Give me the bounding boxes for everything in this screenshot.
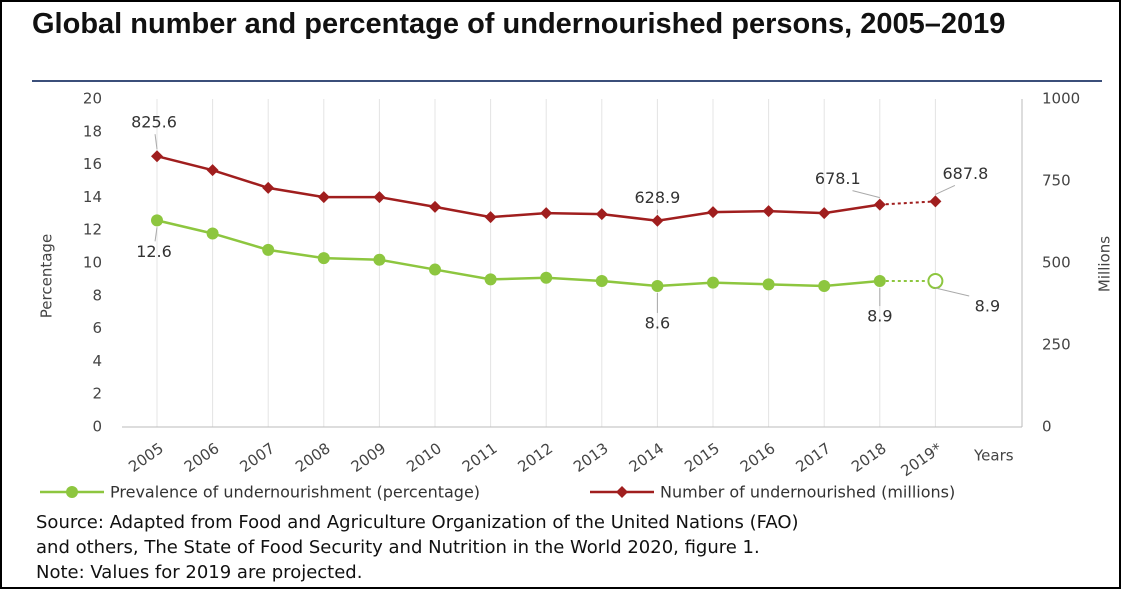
y2-axis-label: Millions	[1096, 236, 1114, 292]
y-tick-label: 10	[83, 254, 102, 272]
y-tick-label: 18	[83, 122, 102, 140]
x-tick-label: 2008	[292, 439, 334, 476]
y-tick-label: 4	[92, 352, 102, 370]
point	[927, 273, 944, 290]
point	[262, 243, 275, 256]
footnote: Note: Values for 2019 are projected.	[36, 562, 363, 583]
y2-tick-label: 1000	[1042, 90, 1080, 108]
point	[262, 181, 275, 194]
y-axis-label: Percentage	[38, 234, 56, 318]
point	[429, 200, 441, 213]
footnote: Source: Adapted from Food and Agricultur…	[36, 512, 799, 533]
y2-tick-label: 750	[1042, 172, 1071, 190]
point	[373, 253, 386, 266]
data-label: 8.6	[645, 313, 670, 332]
leader-line	[154, 227, 158, 242]
point	[651, 214, 664, 227]
point	[317, 191, 330, 204]
point	[373, 191, 386, 204]
point	[873, 275, 886, 288]
y-tick-label: 0	[92, 418, 102, 436]
data-label: 8.9	[975, 297, 1000, 316]
data-label: 628.9	[634, 188, 680, 207]
point	[540, 207, 553, 220]
y-tick-label: 2	[92, 385, 102, 403]
y-tick-label: 12	[83, 221, 102, 239]
point	[929, 195, 942, 208]
point	[762, 205, 775, 218]
leader-line	[852, 190, 880, 199]
point	[484, 273, 497, 286]
point	[595, 208, 608, 221]
data-label: 687.8	[942, 164, 988, 183]
y2-tick-label: 500	[1042, 254, 1071, 272]
data-label: 8.9	[867, 307, 892, 326]
point	[707, 276, 719, 289]
leader-line	[154, 134, 158, 150]
title-rule	[32, 80, 1102, 82]
y-tick-label: 14	[83, 188, 102, 206]
y-tick-label: 16	[83, 155, 102, 173]
footnote: and others, The State of Food Security a…	[36, 537, 760, 558]
y2-tick-label: 0	[1042, 418, 1052, 436]
x-tick-label: 2006	[181, 439, 223, 476]
point	[873, 198, 886, 211]
chart-title: Global number and percentage of undernou…	[32, 8, 1006, 40]
point	[151, 214, 163, 227]
y2-tick-label: 250	[1042, 336, 1071, 354]
x-tick-label: 2007	[236, 439, 278, 476]
point	[484, 211, 497, 224]
series-line	[156, 219, 880, 288]
x-tick-label: 2018	[848, 439, 890, 476]
x-tick-label: 2015	[681, 439, 723, 476]
series-line	[879, 200, 936, 206]
point	[818, 207, 831, 220]
legend-marker	[616, 486, 628, 498]
x-tick-label: 2013	[570, 439, 612, 476]
x-axis-label: Years	[973, 447, 1014, 465]
x-tick-label: 2005	[125, 439, 167, 476]
point	[317, 252, 330, 265]
point	[206, 164, 219, 177]
point	[818, 279, 831, 292]
data-label: 825.6	[131, 113, 177, 132]
point	[429, 263, 441, 276]
leader-line	[935, 287, 970, 297]
data-label: 12.6	[136, 242, 172, 261]
series-line	[156, 154, 880, 222]
data-label: 678.1	[815, 169, 861, 188]
x-tick-label: 2009	[348, 439, 390, 476]
point	[540, 271, 553, 284]
legend-label: Number of undernourished (millions)	[660, 483, 955, 502]
point	[595, 275, 608, 288]
point	[651, 279, 664, 292]
y-tick-label: 8	[92, 286, 102, 304]
legend-label: Prevalence of undernourishment (percenta…	[110, 483, 480, 502]
point	[206, 227, 219, 240]
x-tick-label: 2017	[792, 439, 834, 476]
legend-marker	[66, 486, 78, 498]
x-tick-label: 2011	[459, 439, 501, 476]
y-tick-label: 20	[83, 90, 102, 108]
x-tick-label: 2010	[403, 439, 445, 476]
point	[707, 206, 719, 219]
point	[151, 150, 163, 163]
x-tick-label: 2012	[514, 439, 556, 476]
point	[762, 278, 775, 291]
x-tick-label: 2016	[737, 439, 779, 476]
y-tick-label: 6	[92, 319, 102, 337]
x-tick-label: 2014	[626, 439, 668, 476]
leader-line	[935, 184, 956, 195]
x-tick-label: 2019*	[898, 439, 946, 480]
